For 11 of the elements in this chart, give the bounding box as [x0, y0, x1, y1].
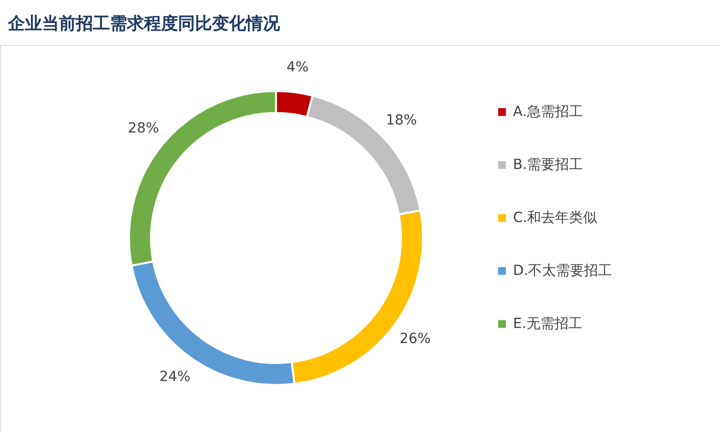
legend-label: C.和去年类似: [513, 210, 598, 226]
data-label: 4%: [286, 59, 309, 76]
data-label: 28%: [128, 120, 160, 136]
legend-label: E.无需招工: [513, 316, 582, 332]
data-label: 18%: [386, 112, 417, 128]
chart-title: 企业当前招工需求程度同比变化情况: [7, 14, 281, 34]
legend-label: D.不太需要招工: [513, 263, 612, 279]
data-label: 26%: [400, 331, 431, 348]
legend-label: A.急需招工: [513, 104, 583, 120]
legend-label: B.需要招工: [513, 157, 584, 173]
data-label: 24%: [159, 369, 190, 386]
